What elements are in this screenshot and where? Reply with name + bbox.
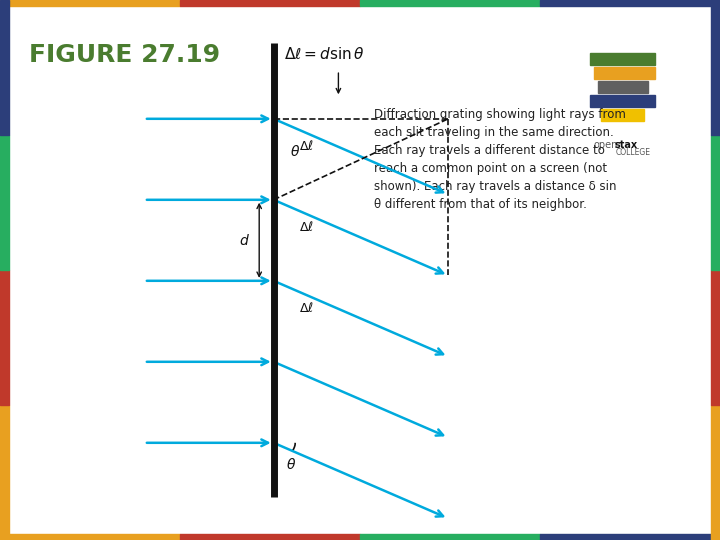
Text: stax: stax [614,140,637,151]
Text: $\theta$: $\theta$ [290,144,300,159]
Text: Diffraction grating showing light rays from
each slit traveling in the same dire: Diffraction grating showing light rays f… [374,108,626,211]
Bar [180,534,360,540]
Bar [0,405,9,540]
Bar [711,135,720,270]
Text: $\Delta\ell$: $\Delta\ell$ [299,220,313,234]
Bar [540,0,720,6]
Bar [590,95,655,107]
Text: $d$: $d$ [239,233,251,248]
Bar [711,270,720,405]
Bar [601,109,644,121]
Bar [360,0,540,6]
Text: COLLEGE: COLLEGE [616,148,651,157]
Text: $\Delta\ell$: $\Delta\ell$ [299,139,313,153]
Bar [711,0,720,135]
Bar [598,81,648,93]
Bar [0,135,9,270]
Bar [540,534,720,540]
Text: $\theta$: $\theta$ [287,457,297,472]
Bar [0,0,9,135]
Text: FIGURE 27.19: FIGURE 27.19 [29,43,220,67]
Bar [0,270,9,405]
Text: $\Delta\ell = d\sin\theta$: $\Delta\ell = d\sin\theta$ [284,46,364,62]
Text: open: open [594,140,618,151]
Text: $\Delta\ell$: $\Delta\ell$ [299,301,313,315]
Bar [0,534,180,540]
Bar [711,405,720,540]
Bar [180,0,360,6]
Bar [0,0,180,6]
Bar [590,53,655,65]
Bar [360,534,540,540]
Bar [594,67,655,79]
